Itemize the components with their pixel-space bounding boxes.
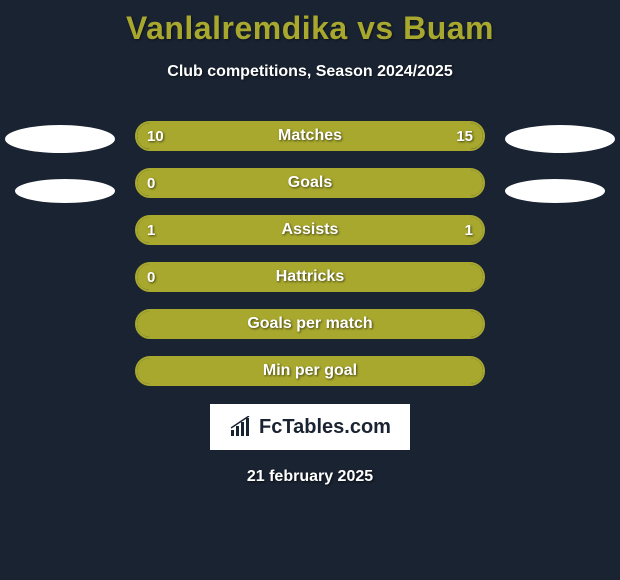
page-title: Vanlalremdika vs Buam	[0, 0, 620, 47]
stat-value-left: 1	[147, 217, 155, 243]
stat-bar: Goals0	[135, 168, 485, 198]
stat-bar: Goals per match	[135, 309, 485, 339]
stat-label: Goals	[137, 170, 483, 196]
stat-label: Hattricks	[137, 264, 483, 290]
stat-bar: Min per goal	[135, 356, 485, 386]
player-left-oval-2	[15, 179, 115, 203]
player-right-oval-1	[505, 125, 615, 153]
logo-text: FcTables.com	[259, 416, 391, 439]
stat-bar: Hattricks0	[135, 262, 485, 292]
stat-value-left: 0	[147, 264, 155, 290]
stats-area: Matches1015Goals0Assists11Hattricks0Goal…	[0, 121, 620, 386]
stat-label: Matches	[137, 123, 483, 149]
stat-label: Min per goal	[137, 358, 483, 384]
stat-bar: Assists1 1	[135, 215, 485, 245]
stat-value-left: 10	[147, 123, 164, 149]
stat-bars: Matches1015Goals0Assists11Hattricks0Goal…	[135, 121, 485, 386]
player-left-oval-1	[5, 125, 115, 153]
player-right-oval-2	[505, 179, 605, 203]
footer-date: 21 february 2025	[0, 468, 620, 486]
stat-label: Goals per match	[137, 311, 483, 337]
stat-bar: Matches10 15	[135, 121, 485, 151]
page-subtitle: Club competitions, Season 2024/2025	[0, 63, 620, 81]
stat-value-left: 0	[147, 170, 155, 196]
logo-box: FcTables.com	[210, 404, 410, 450]
stat-label: Assists	[137, 217, 483, 243]
stat-value-right: 1	[465, 217, 473, 243]
chart-icon	[229, 416, 255, 438]
stat-value-right: 15	[456, 123, 473, 149]
